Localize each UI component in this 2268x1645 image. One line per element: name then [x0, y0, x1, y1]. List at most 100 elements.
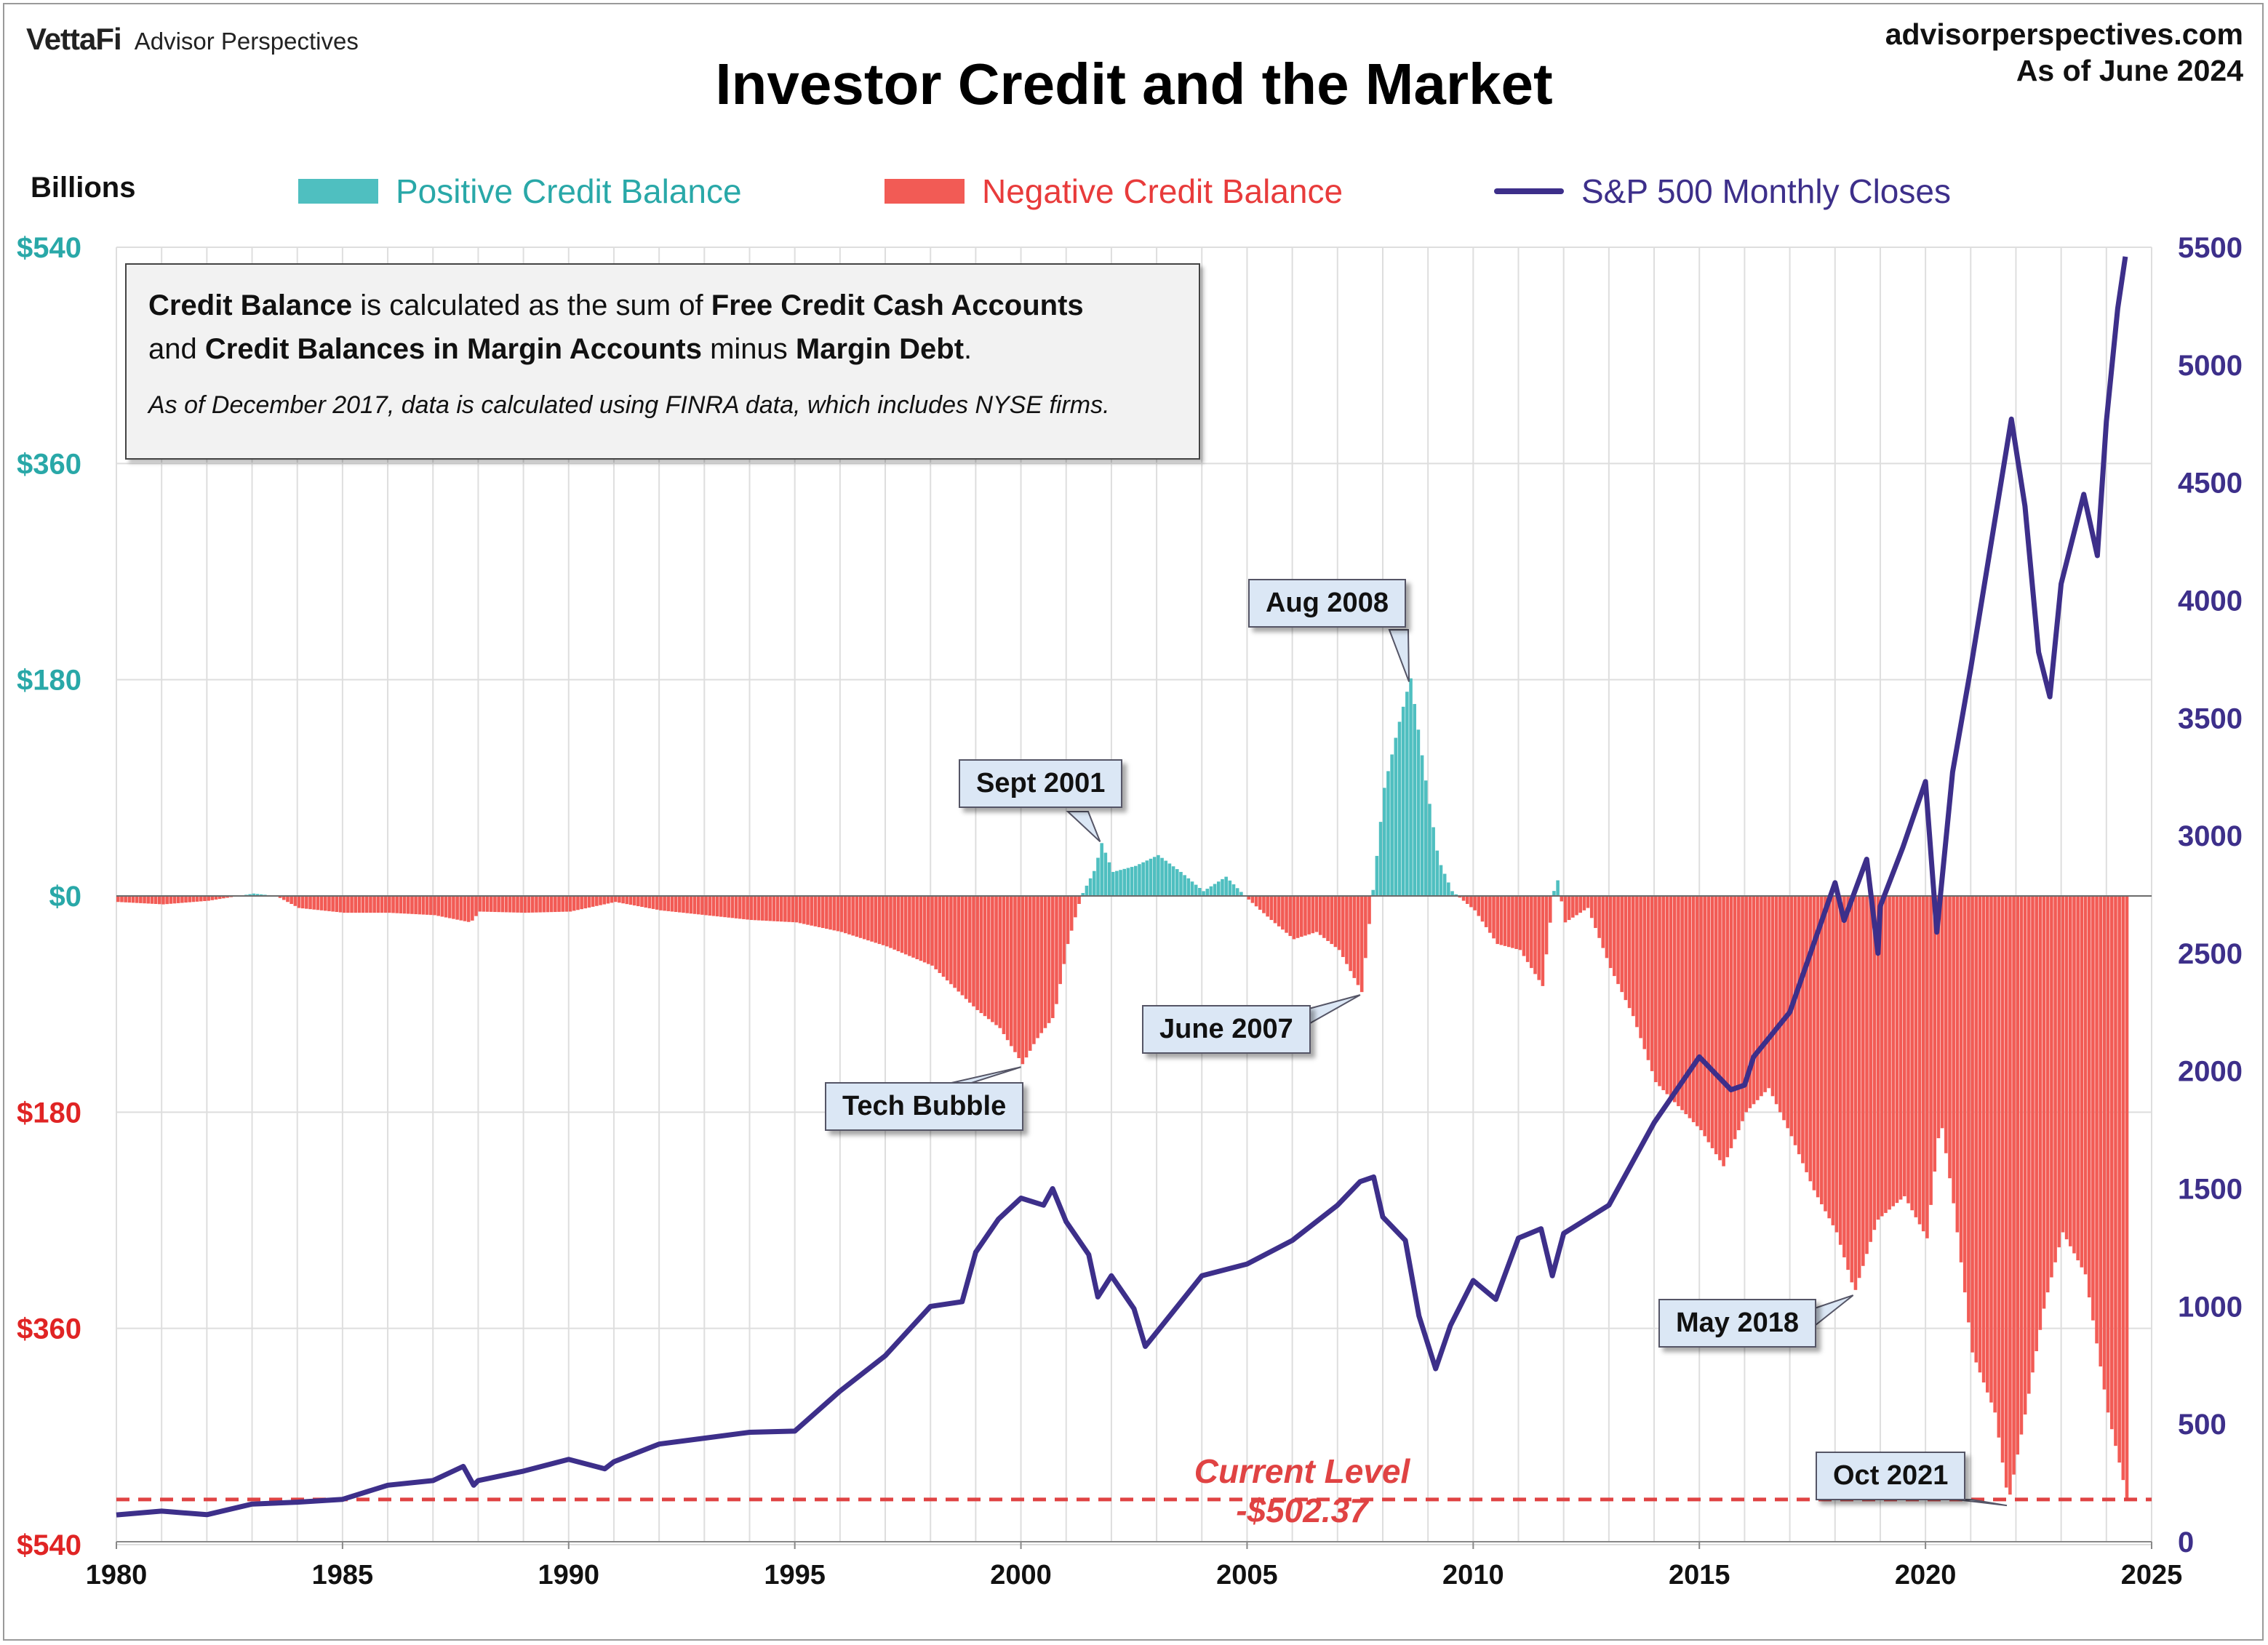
- credit-bar: [2069, 896, 2072, 1246]
- credit-bar: [361, 896, 365, 913]
- credit-bar: [1872, 896, 1877, 1230]
- credit-bar: [813, 896, 818, 926]
- credit-bar: [1748, 896, 1752, 1108]
- credit-bar: [613, 896, 618, 902]
- credit-bar: [1665, 896, 1669, 1094]
- credit-bar: [1352, 896, 1357, 978]
- credit-bar: [1401, 706, 1405, 896]
- credit-bar: [704, 896, 708, 916]
- credit-bar: [866, 896, 870, 941]
- credit-bar: [478, 896, 482, 912]
- credit-bar: [572, 896, 576, 911]
- credit-bar: [1175, 869, 1179, 896]
- credit-bar: [881, 896, 885, 945]
- credit-bar: [1563, 896, 1568, 923]
- credit-bar: [535, 896, 538, 913]
- credit-bar: [742, 896, 746, 919]
- credit-bar: [2076, 896, 2080, 1261]
- credit-bar: [1993, 896, 1997, 1413]
- credit-bar: [1239, 892, 1243, 896]
- credit-bar: [1010, 896, 1013, 1046]
- credit-bar: [2045, 896, 2050, 1293]
- credit-bar: [1718, 896, 1722, 1161]
- credit-bar: [1952, 896, 1955, 1204]
- credit-bar: [606, 896, 610, 904]
- credit-bar: [1397, 721, 1402, 896]
- credit-bar: [1774, 896, 1778, 1105]
- credit-bar: [388, 896, 391, 913]
- credit-bar: [1744, 896, 1748, 1113]
- legend-positive-swatch: [298, 179, 378, 204]
- chart-title: Investor Credit and the Market: [715, 52, 1553, 116]
- credit-bar: [1696, 896, 1699, 1126]
- credit-bar: [979, 896, 983, 1014]
- credit-bar: [1978, 896, 1982, 1373]
- credit-bar: [1733, 896, 1737, 1140]
- credit-bar: [1755, 896, 1760, 1100]
- credit-bar: [1254, 896, 1258, 907]
- credit-bar: [1055, 896, 1058, 1004]
- y-left-tick-label: $360: [17, 448, 81, 480]
- credit-bar: [1157, 854, 1160, 896]
- y-right-tick-label: 4500: [2178, 468, 2243, 500]
- credit-bar: [305, 896, 308, 909]
- credit-bar: [1820, 896, 1824, 1204]
- credit-bar: [1575, 896, 1578, 916]
- x-tick-label: 2005: [1216, 1560, 1278, 1590]
- credit-bar: [402, 896, 407, 914]
- credit-bar: [2042, 896, 2046, 1309]
- credit-bar: [972, 896, 975, 1006]
- credit-bar: [1522, 896, 1526, 956]
- credit-bar: [2012, 896, 2016, 1475]
- credit-bar: [1691, 896, 1696, 1123]
- credit-bar: [1880, 896, 1884, 1217]
- y-left-tick-label: $360: [17, 1313, 81, 1345]
- credit-bar: [2053, 896, 2057, 1262]
- legend-sp500: S&P 500 Monthly Closes: [1494, 172, 1951, 211]
- credit-bar: [2121, 896, 2125, 1481]
- credit-bar: [685, 896, 689, 913]
- credit-bar: [1024, 896, 1029, 1058]
- credit-bar: [1039, 896, 1044, 1033]
- credit-bar: [1706, 896, 1711, 1142]
- credit-bar: [1601, 896, 1605, 948]
- credit-bar: [1013, 896, 1017, 1052]
- credit-bar: [1797, 896, 1801, 1155]
- credit-bar: [1631, 896, 1635, 1017]
- credit-bar: [870, 896, 874, 942]
- credit-bar: [746, 896, 749, 920]
- credit-bar: [1288, 896, 1293, 937]
- credit-bar: [2016, 896, 2020, 1455]
- credit-bar: [459, 896, 463, 921]
- credit-bar: [512, 896, 516, 913]
- credit-bar: [1107, 862, 1111, 896]
- credit-bar: [764, 896, 768, 921]
- credit-bar: [618, 896, 621, 903]
- credit-bar: [2023, 896, 2027, 1415]
- credit-bar: [1530, 896, 1533, 969]
- credit-bar: [418, 896, 422, 915]
- credit-bar: [1917, 896, 1922, 1225]
- credit-bar: [549, 896, 554, 913]
- y-left-tick-label: $180: [17, 665, 81, 697]
- credit-bar: [1209, 886, 1213, 896]
- credit-bar: [557, 896, 561, 912]
- credit-bar: [342, 896, 346, 913]
- x-tick-label: 2010: [1442, 1560, 1504, 1590]
- credit-bar: [1145, 860, 1149, 896]
- credit-bar: [1688, 896, 1692, 1118]
- credit-bar: [828, 896, 832, 930]
- credit-bar: [1198, 887, 1202, 896]
- credit-bar: [689, 896, 693, 914]
- credit-bar: [2117, 896, 2121, 1463]
- credit-bar: [452, 896, 455, 919]
- y-right-tick-label: 1000: [2178, 1291, 2243, 1323]
- credit-bar: [364, 896, 369, 913]
- credit-bar: [922, 896, 927, 963]
- annotation-aug-2008: Aug 2008: [1248, 579, 1406, 628]
- credit-bar: [787, 896, 791, 922]
- credit-bar: [1492, 896, 1496, 939]
- credit-bar: [583, 896, 588, 909]
- credit-bar: [1480, 896, 1485, 922]
